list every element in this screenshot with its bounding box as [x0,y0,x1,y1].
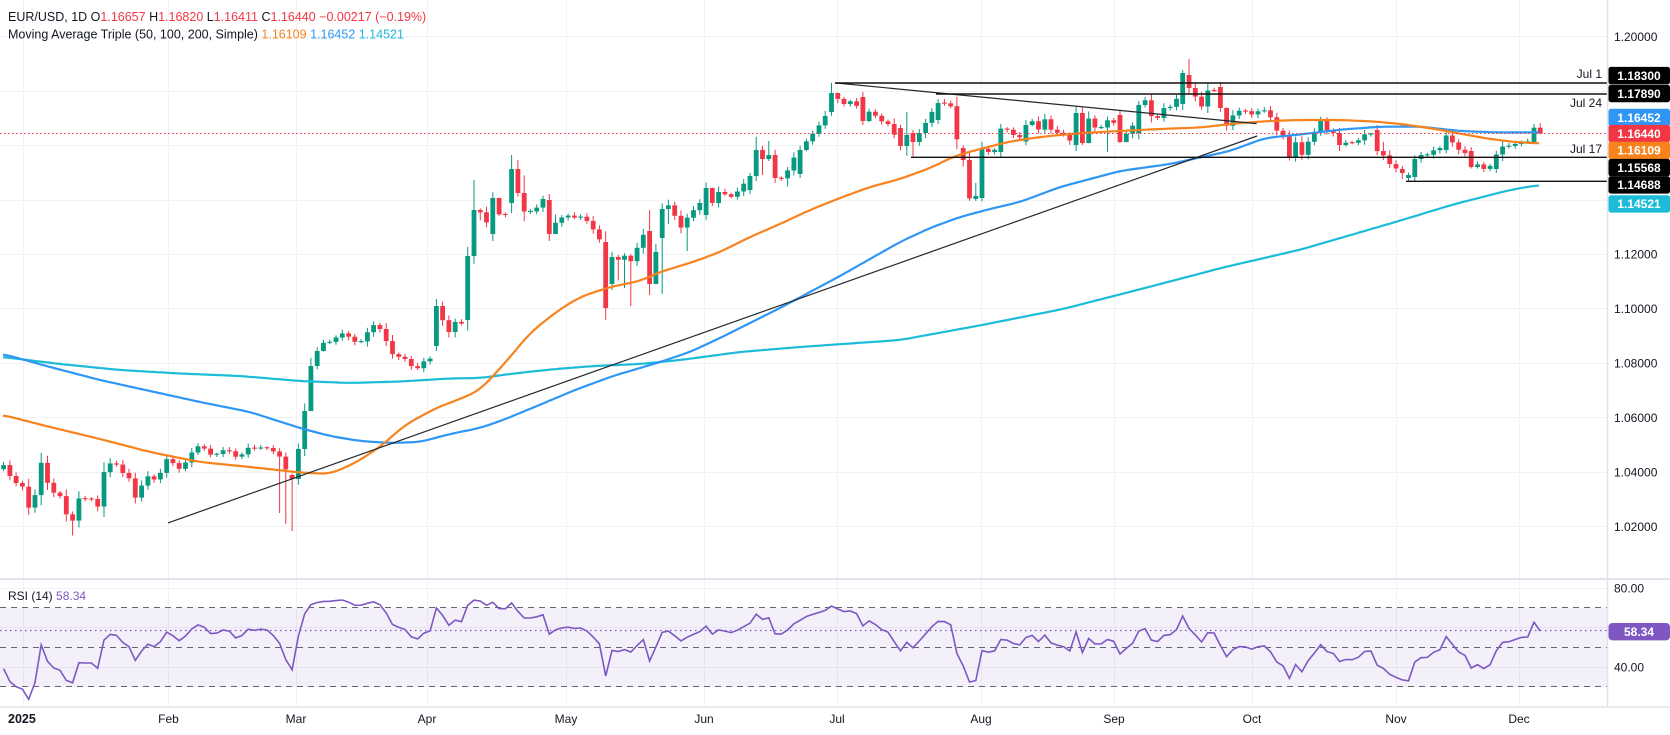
svg-text:May: May [555,712,578,726]
svg-text:1.14688: 1.14688 [1617,178,1661,192]
svg-text:58.34: 58.34 [1624,625,1654,639]
svg-text:1.12000: 1.12000 [1614,248,1658,262]
svg-text:1.20000: 1.20000 [1614,30,1658,44]
svg-text:1.08000: 1.08000 [1614,357,1658,371]
svg-text:Feb: Feb [158,712,179,726]
svg-text:Moving Average Triple (50, 100: Moving Average Triple (50, 100, 200, Sim… [8,28,404,42]
svg-text:Jul 24: Jul 24 [1570,96,1602,110]
svg-text:1.10000: 1.10000 [1614,302,1658,316]
svg-text:Apr: Apr [418,712,437,726]
svg-text:1.16109: 1.16109 [1617,144,1661,158]
svg-text:Dec: Dec [1508,712,1529,726]
svg-text:2025: 2025 [8,712,36,726]
svg-text:Aug: Aug [970,712,991,726]
svg-text:1.18300: 1.18300 [1617,69,1661,83]
svg-text:40.00: 40.00 [1614,660,1644,674]
svg-text:Sep: Sep [1103,712,1125,726]
svg-text:1.16452: 1.16452 [1617,111,1661,125]
svg-text:Oct: Oct [1243,712,1262,726]
svg-text:Jul: Jul [829,712,844,726]
svg-text:EUR/USD, 1D O1.16657 H1.1682: EUR/USD, 1D O1.16657 H1.16820 L1.16411 C… [8,10,426,24]
svg-text:Jul 17: Jul 17 [1570,142,1602,156]
svg-text:1.02000: 1.02000 [1614,520,1658,534]
svg-text:Jun: Jun [694,712,713,726]
svg-text:1.16440: 1.16440 [1617,127,1661,141]
svg-text:80.00: 80.00 [1614,581,1644,595]
svg-text:Jul 1: Jul 1 [1577,67,1603,81]
svg-text:1.04000: 1.04000 [1614,466,1658,480]
svg-text:1.17890: 1.17890 [1617,87,1661,101]
svg-text:1.06000: 1.06000 [1614,411,1658,425]
svg-text:Nov: Nov [1385,712,1406,726]
svg-text:Mar: Mar [286,712,307,726]
svg-text:RSI (14) 58.34: RSI (14) 58.34 [8,589,86,603]
svg-text:1.15568: 1.15568 [1617,161,1661,175]
svg-text:1.14521: 1.14521 [1617,197,1661,211]
